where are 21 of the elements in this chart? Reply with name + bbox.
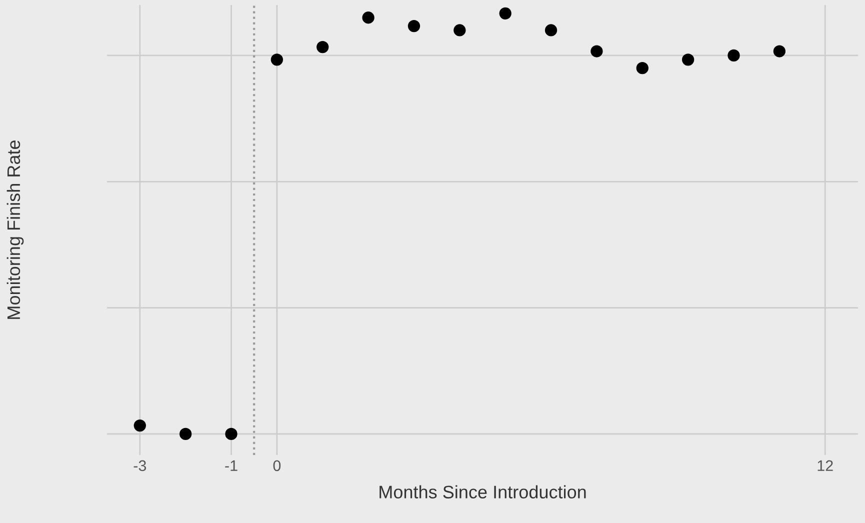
point <box>728 49 740 62</box>
point <box>544 24 558 36</box>
point <box>225 428 238 440</box>
x-tick-label: -3 <box>134 460 146 472</box>
point <box>316 40 329 54</box>
y-axis-title: Monitoring Finish Rate <box>6 140 24 319</box>
x-tick-label: -1 <box>225 460 238 471</box>
point <box>773 45 786 58</box>
x-tick-label: 12 <box>818 460 833 471</box>
point <box>362 12 374 24</box>
point <box>134 419 146 432</box>
point <box>682 54 694 66</box>
point <box>180 428 192 440</box>
point <box>454 24 466 36</box>
x-axis-title: Months Since Introduction <box>380 485 586 498</box>
point <box>408 20 420 32</box>
x-tick-label: 0 <box>273 460 281 472</box>
point <box>270 54 284 66</box>
point <box>499 7 512 20</box>
point <box>636 62 648 74</box>
point <box>590 45 603 58</box>
